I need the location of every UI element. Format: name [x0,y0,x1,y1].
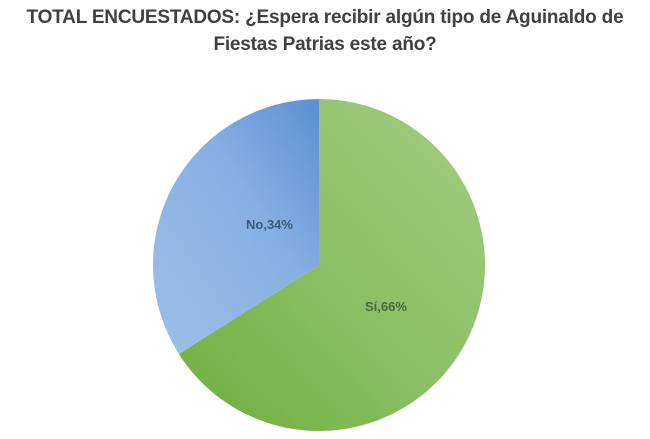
slice-label-no: No,34% [246,217,293,232]
chart-title-line2: Fiestas Patrias este año? [213,34,437,55]
slice-label-si: Sí,66% [365,299,407,314]
chart-title: TOTAL ENCUESTADOS: ¿Espera recibir algún… [0,4,650,58]
chart-title-line1: TOTAL ENCUESTADOS: ¿Espera recibir algún… [26,7,624,28]
pie-slice-no [153,99,319,354]
pie-slice-si [178,99,486,432]
